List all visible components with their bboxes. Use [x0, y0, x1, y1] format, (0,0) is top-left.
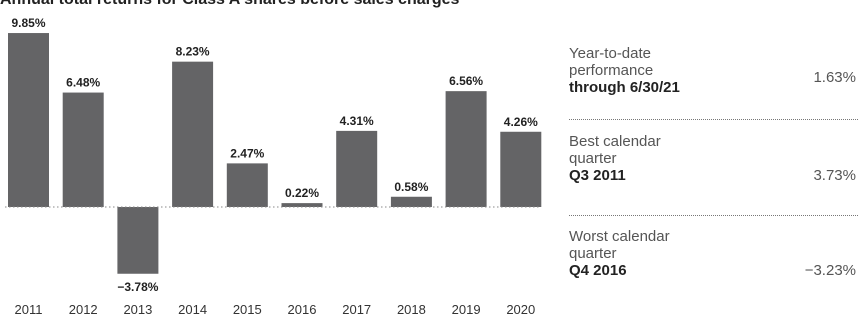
x-tick-label: 2020 — [506, 302, 535, 317]
stat-period: Q4 2016 — [569, 262, 627, 279]
bar-2017 — [336, 130, 378, 207]
stat-value: −3.23% — [804, 262, 856, 279]
stat-best-quarter: Best calendar quarter Q3 2011 3.73% — [569, 120, 858, 216]
bar-value-label: −3.78% — [117, 280, 158, 294]
stat-description: Year-to-date performance — [569, 45, 654, 79]
bar-2016 — [281, 203, 323, 207]
x-tick-label: 2016 — [288, 302, 317, 317]
stat-description: Worst calendar quarter — [569, 228, 670, 262]
x-tick-label: 2017 — [342, 302, 371, 317]
bar-value-label: 0.22% — [285, 186, 319, 200]
bar-value-label: 2.47% — [230, 146, 264, 160]
chart-title: Annual total returns for Class A shares … — [0, 0, 459, 9]
x-tick-label: 2019 — [452, 302, 481, 317]
bar-2015 — [226, 163, 268, 207]
x-tick-label: 2011 — [15, 302, 43, 317]
stat-value: 1.63% — [813, 69, 856, 86]
bar-value-label: 6.56% — [449, 74, 483, 88]
x-tick-label: 2012 — [69, 302, 98, 317]
x-tick-label: 2015 — [233, 302, 262, 317]
bar-2011 — [8, 33, 49, 208]
stat-value: 3.73% — [813, 167, 856, 184]
x-tick-label: 2014 — [178, 302, 207, 317]
bar-value-label: 4.31% — [340, 114, 374, 128]
stat-description: Best calendar quarter — [569, 133, 661, 167]
stat-period: through 6/30/21 — [569, 79, 680, 96]
x-tick-label: 2013 — [123, 302, 152, 317]
bar-chart: 9.85% 2011 6.48% 2012 −3.78% 2013 8.23% 2014 2.4… — [5, 16, 542, 317]
stat-period: Q3 2011 — [569, 167, 626, 184]
bar-value-label: 8.23% — [176, 45, 210, 59]
x-tick-label: 2018 — [397, 302, 426, 317]
bar-value-label: 6.48% — [66, 76, 100, 90]
bar-2013 — [117, 207, 159, 274]
bar-2019 — [445, 91, 487, 207]
bar-2012 — [62, 92, 104, 207]
bar-2020 — [500, 131, 542, 207]
bar-value-label: 9.85% — [11, 16, 45, 30]
performance-stats: Year-to-date performance through 6/30/21… — [569, 41, 858, 298]
stat-ytd: Year-to-date performance through 6/30/21… — [569, 41, 858, 120]
stat-worst-quarter: Worst calendar quarter Q4 2016 −3.23% — [569, 216, 858, 298]
bar-value-label: 4.26% — [504, 115, 538, 129]
bar-value-label: 0.58% — [394, 180, 428, 194]
bar-2014 — [172, 61, 214, 207]
bar-2018 — [390, 196, 432, 207]
